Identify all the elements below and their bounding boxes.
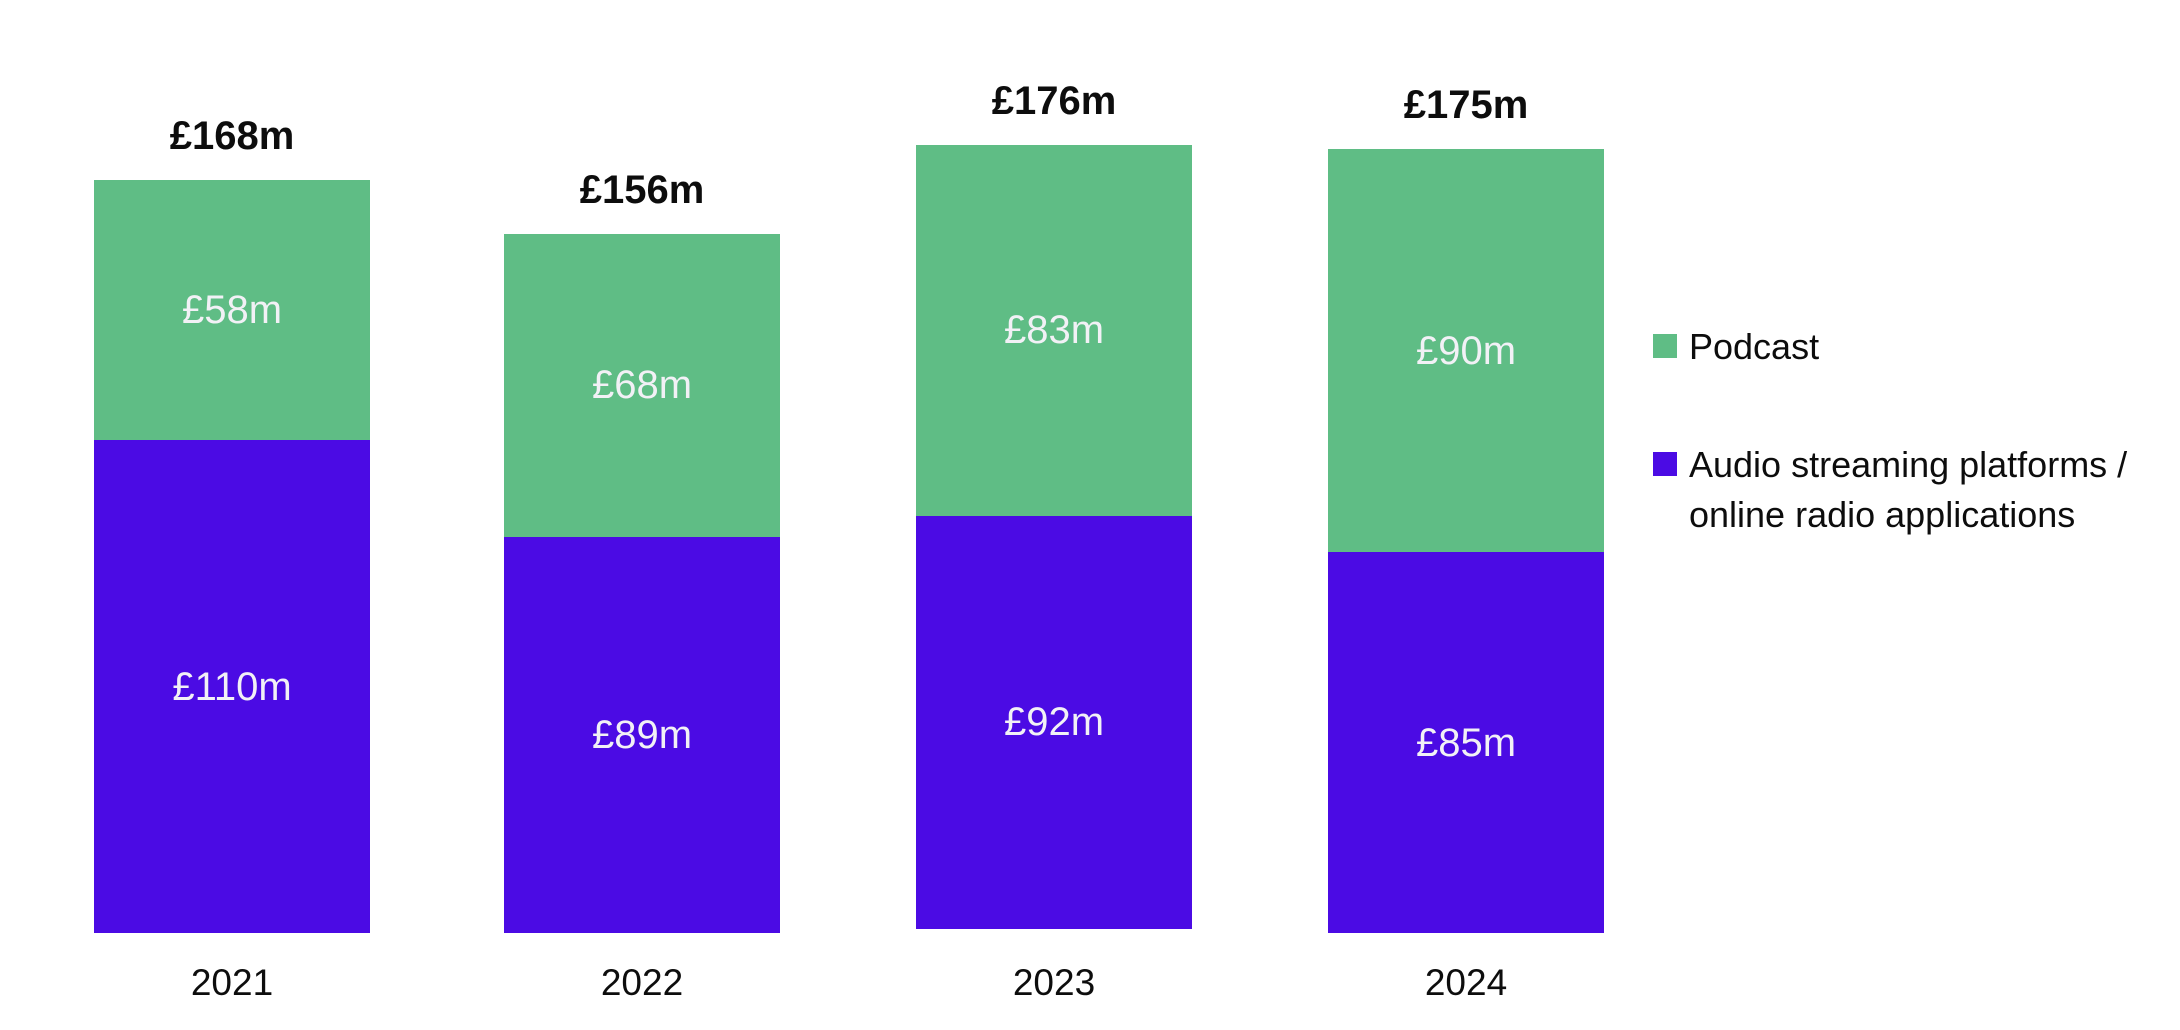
segment-value-label: £92m bbox=[1003, 700, 1105, 745]
legend-label-line-2: online radio applications bbox=[1689, 494, 2076, 535]
legend-label-line-1: Audio streaming platforms / bbox=[1689, 444, 2128, 485]
segment-podcast-2022: £68m bbox=[504, 234, 780, 537]
segment-value-label: £110m bbox=[172, 664, 292, 709]
x-axis-label-2021: 2021 bbox=[190, 961, 274, 1003]
total-label-2022: £156m bbox=[579, 168, 705, 213]
segment-value-label: £68m bbox=[591, 363, 693, 408]
segment-value-label: £90m bbox=[1415, 328, 1517, 373]
total-label-2023: £176m bbox=[991, 78, 1117, 123]
total-label-2024: £175m bbox=[1403, 83, 1529, 127]
total-label-2021: £168m bbox=[169, 114, 295, 159]
bar-2021: £168m £58m £110m 2021 bbox=[94, 114, 370, 1003]
segment-value-label: £83m bbox=[1003, 308, 1105, 353]
segment-value-label: £89m bbox=[591, 712, 693, 757]
x-axis-label-2022: 2022 bbox=[600, 961, 684, 1003]
segment-audio-streaming-2023: £92m bbox=[916, 516, 1192, 929]
x-axis-label-2024: 2024 bbox=[1424, 962, 1508, 1003]
bar-2024: £175m £90m £85m 2024 bbox=[1328, 83, 1604, 1003]
legend-label-audio-streaming: Audio streaming platforms / online radio… bbox=[1689, 440, 2127, 540]
legend: Podcast Audio streaming platforms / onli… bbox=[1653, 322, 2153, 540]
bar-2022: £156m £68m £89m 2022 bbox=[504, 168, 780, 1003]
segment-value-label: £85m bbox=[1415, 720, 1517, 765]
x-axis-label-2023: 2023 bbox=[1012, 961, 1096, 1003]
bar-2023: £176m £83m £92m 2023 bbox=[916, 79, 1192, 1003]
segment-podcast-2024: £90m bbox=[1328, 149, 1604, 553]
audio-streaming-legend-swatch-icon bbox=[1653, 452, 1677, 476]
segment-value-label: £58m bbox=[181, 288, 283, 333]
segment-audio-streaming-2024: £85m bbox=[1328, 552, 1604, 933]
segment-audio-streaming-2021: £110m bbox=[94, 440, 370, 933]
segment-audio-streaming-2022: £89m bbox=[504, 536, 780, 933]
segment-podcast-2021: £58m bbox=[94, 180, 370, 441]
legend-item-audio-streaming: Audio streaming platforms / online radio… bbox=[1653, 440, 2153, 540]
legend-label-podcast: Podcast bbox=[1689, 326, 1820, 367]
segment-podcast-2023: £83m bbox=[916, 144, 1192, 517]
legend-item-podcast: Podcast bbox=[1653, 322, 2153, 372]
podcast-legend-swatch-icon bbox=[1653, 334, 1677, 358]
